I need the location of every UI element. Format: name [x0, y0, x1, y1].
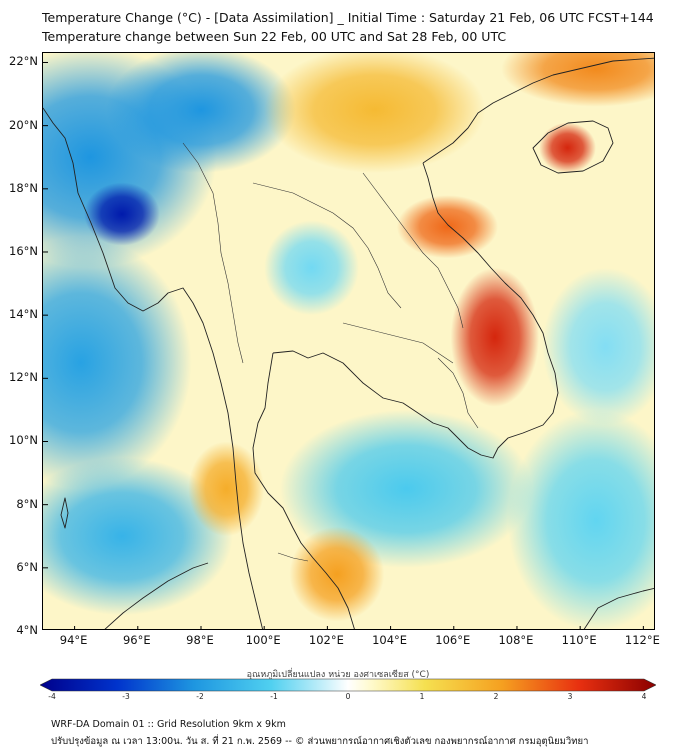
temperature-anomaly-blob — [289, 526, 385, 622]
colorbar-tick-label: -1 — [270, 692, 278, 701]
temperature-anomaly-blob — [106, 53, 296, 174]
lat-tick-label: 8°N — [16, 496, 38, 511]
colorbar-tick-label: 0 — [345, 692, 351, 701]
temperature-anomaly-blob — [264, 220, 359, 316]
colorbar-tick-label: -2 — [196, 692, 204, 701]
chart-subtitle: Temperature change between Sun 22 Feb, 0… — [42, 29, 507, 44]
model-info: WRF-DA Domain 01 :: Grid Resolution 9km … — [51, 719, 286, 730]
coastline-borneo — [583, 587, 654, 629]
temperature-anomaly-blob — [450, 267, 540, 407]
coastlines-and-borders — [43, 57, 654, 629]
temperature-anomaly-blob — [539, 122, 596, 174]
temperature-anomaly-blob — [542, 267, 654, 426]
temperature-anomaly-blob — [43, 457, 233, 616]
colorbar-tick-label: 3 — [567, 692, 573, 701]
lon-tick-label: 106°E — [435, 633, 471, 647]
lon-tick-label: 112°E — [624, 633, 660, 647]
lon-tick-label: 94°E — [59, 633, 88, 647]
temperature-anomaly-blob — [43, 236, 192, 489]
coastline-peninsula-east — [252, 352, 355, 629]
temperature-field — [43, 53, 654, 629]
chart-title: Temperature Change (°C) - [Data Assimila… — [42, 10, 654, 25]
country-borders — [182, 142, 479, 562]
border-thailand-malaysia — [277, 552, 309, 562]
temperature-anomaly-blob — [188, 441, 265, 537]
border-thailand-cambodia — [342, 322, 454, 364]
border-thailand-laos — [252, 182, 402, 309]
map-graticule — [43, 61, 644, 629]
lat-tick-label: 22°N — [9, 54, 38, 69]
lat-tick-label: 18°N — [9, 180, 38, 195]
colorbar-tick-label: 2 — [493, 692, 499, 701]
border-myanmar-thailand — [182, 142, 244, 364]
lon-tick-label: 102°E — [308, 633, 344, 647]
lat-tick-label: 10°N — [9, 433, 38, 448]
border-laos-vietnam — [362, 172, 464, 329]
coastline-sumatra — [104, 562, 209, 629]
border-cambodia-vietnam — [437, 357, 479, 429]
coastline-myanmar-west — [43, 107, 263, 629]
coastline-hainan — [532, 120, 614, 174]
lat-tick-label: 20°N — [9, 117, 38, 132]
temperature-anomaly-blob — [501, 53, 654, 107]
lon-tick-label: 96°E — [122, 633, 151, 647]
colorbar-tick-label: 4 — [641, 692, 647, 701]
lon-tick-label: 108°E — [498, 633, 534, 647]
colorbar-gradient — [40, 678, 656, 692]
temperature-anomaly-blob — [396, 195, 499, 259]
lon-tick-label: 104°E — [372, 633, 408, 647]
colorbar — [40, 678, 656, 692]
lon-tick-label: 98°E — [186, 633, 214, 647]
coastline-tonkin — [422, 57, 654, 164]
colorbar-tick-label: -3 — [122, 692, 130, 701]
lon-tick-label: 110°E — [561, 633, 597, 647]
lon-tick-label: 100°E — [245, 633, 281, 647]
temperature-change-map[interactable] — [43, 53, 655, 630]
colorbar-tick-label: -4 — [48, 692, 56, 701]
temperature-anomaly-blob — [507, 409, 654, 629]
temperature-anomaly-blob — [84, 182, 160, 246]
map-panel[interactable] — [42, 52, 655, 630]
lat-tick-label: 14°N — [9, 307, 38, 322]
lat-tick-label: 4°N — [16, 623, 38, 637]
temperature-anomaly-blob — [264, 53, 486, 174]
credit-line: ปรับปรุงข้อมูล ณ เวลา 13:00น. วัน ส. ที่… — [51, 736, 589, 747]
colorbar-title: อุณหภูมิเปลี่ยนแปลง หน่วย องศาเซลเซียส (… — [246, 670, 430, 680]
lat-tick-label: 6°N — [16, 559, 38, 574]
coastline-gulf-east — [272, 162, 559, 459]
colorbar-tick-label: 1 — [419, 692, 425, 701]
lat-tick-label: 16°N — [9, 243, 38, 258]
coastline-andaman — [60, 497, 69, 529]
lat-tick-label: 12°N — [9, 370, 38, 385]
